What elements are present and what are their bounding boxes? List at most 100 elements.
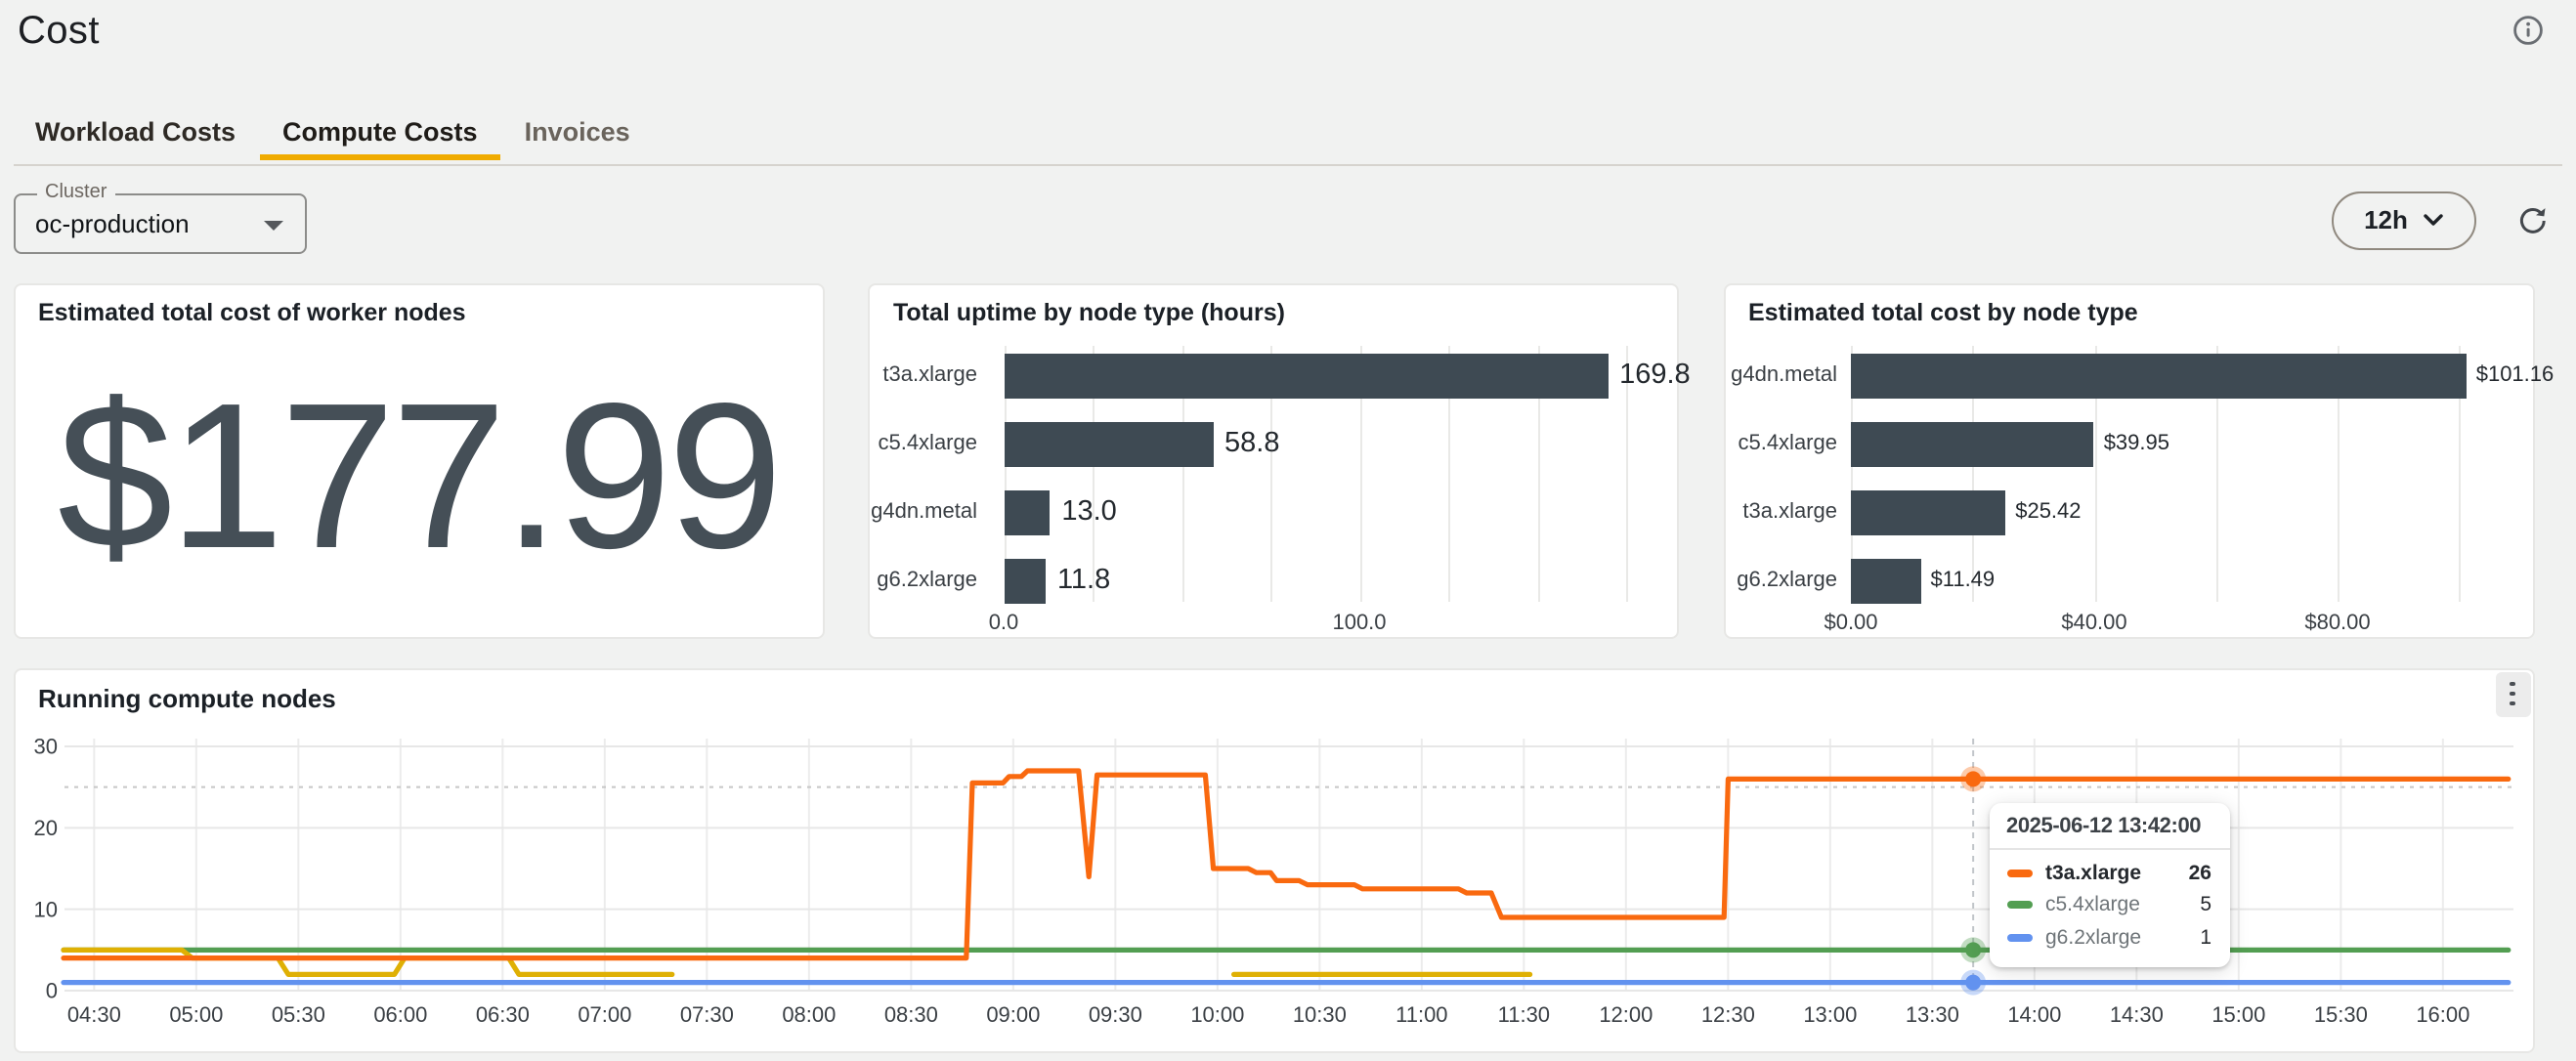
bar: [1851, 421, 2094, 466]
info-circle-icon[interactable]: [2513, 16, 2543, 45]
grid-line: [1093, 345, 1095, 601]
x-axis-tick-label: 09:30: [1088, 1001, 1141, 1026]
x-axis-tick-label: 14:30: [2109, 1001, 2163, 1026]
card-title: Estimated total cost by node type: [1748, 298, 2138, 325]
grid-line: [1972, 345, 1975, 601]
x-axis-tick-label: 14:00: [2006, 1001, 2060, 1026]
x-axis-tick-label: 13:30: [1905, 1001, 1958, 1026]
axis-tick-label: 100.0: [1332, 611, 1387, 634]
bar-value-label: $39.95: [2103, 431, 2169, 454]
bar-value-label: 11.8: [1056, 564, 1111, 595]
refresh-icon[interactable]: [2517, 205, 2549, 236]
bar: [1004, 489, 1051, 534]
bar-category-label: t3a.xlarge: [1742, 500, 1837, 524]
x-axis-tick-label: 06:00: [372, 1001, 426, 1026]
kebab-menu-icon[interactable]: [2495, 671, 2530, 716]
bar-category-label: t3a.xlarge: [882, 363, 977, 387]
grid-line: [1181, 345, 1183, 601]
tooltip-series-name: c5.4xlarge: [2045, 893, 2140, 917]
x-axis-tick-label: 15:00: [2211, 1001, 2264, 1026]
series-line-g4dn.metal: [60, 946, 674, 976]
bar-category-label: g4dn.metal: [871, 500, 977, 524]
grid-line: [2094, 345, 2096, 601]
x-axis-tick-label: 12:00: [1598, 1001, 1652, 1026]
series-swatch: [2006, 869, 2032, 877]
x-axis-tick-label: 05:00: [168, 1001, 222, 1026]
bar-value-label: $101.16: [2475, 362, 2555, 386]
grid-line: [1448, 345, 1450, 601]
tab-compute-costs[interactable]: Compute Costs: [259, 107, 501, 160]
series-swatch: [2006, 933, 2032, 942]
grid-line: [1537, 345, 1539, 601]
series-swatch: [2006, 901, 2032, 910]
tooltip-rows: t3a.xlarge 26 c5.4xlarge 5 g6.2xlarge 1: [2006, 857, 2211, 954]
grid-line: [1270, 345, 1272, 601]
x-axis-tick-label: 12:30: [1700, 1001, 1754, 1026]
bar: [1851, 489, 2006, 534]
tooltip-series-row: c5.4xlarge 5: [2006, 889, 2211, 921]
cluster-select-value: oc-production: [35, 209, 190, 238]
bar: [1851, 558, 1921, 603]
x-axis-tick-label: 13:00: [1802, 1001, 1856, 1026]
summary-cards-row: Estimated total cost of worker nodes $17…: [13, 282, 2554, 638]
cost-bar-chart: g4dn.metal $101.16 c5.4xlarge $39.95 t3a.xla…: [1725, 284, 2554, 636]
tooltip-series-value: 26: [2188, 861, 2211, 885]
x-axis-tick-label: 07:30: [679, 1001, 733, 1026]
hover-point: [1964, 941, 1981, 957]
x-axis-tick-label: 08:00: [781, 1001, 835, 1026]
card-uptime-by-node-type: Total uptime by node type (hours) t3a.xl…: [868, 282, 1691, 638]
x-axis-tick-label: 10:30: [1292, 1001, 1346, 1026]
chart-tooltip: 2025-06-12 13:42:00 t3a.xlarge 26 c5.4xlar…: [1989, 802, 2229, 967]
chevron-down-icon: [2424, 214, 2443, 226]
axis-tick-label: $80.00: [2304, 611, 2371, 634]
bar-value-label: $11.49: [1930, 568, 1996, 591]
grid-line: [2459, 345, 2462, 601]
card-title: Total uptime by node type (hours): [893, 298, 1285, 325]
select-caret-icon: [264, 221, 283, 231]
cluster-select-label: Cluster: [37, 182, 115, 205]
tooltip-series-value: 5: [2200, 893, 2211, 917]
grid-line: [1004, 345, 1006, 601]
bar: [1004, 353, 1609, 398]
grid-line: [2215, 345, 2218, 601]
y-axis-tick-label: 10: [33, 896, 57, 920]
card-running-compute-nodes: Running compute nodes 04:30 05:00 05:30 06:…: [13, 667, 2534, 1053]
bar: [1004, 421, 1214, 466]
uptime-bar-chart: t3a.xlarge 169.8 c5.4xlarge 58.8 g4dn.metal 1…: [870, 284, 1691, 636]
x-axis-tick-label: 09:00: [985, 1001, 1039, 1026]
x-axis-tick-label: 11:00: [1395, 1001, 1446, 1026]
x-axis-tick-label: 06:30: [475, 1001, 529, 1026]
bar-category-label: g6.2xlarge: [1737, 569, 1837, 592]
tooltip-series-name: t3a.xlarge: [2045, 861, 2142, 885]
time-range-dropdown[interactable]: 12h: [2332, 191, 2475, 249]
y-axis-tick-label: 20: [33, 815, 57, 839]
axis-tick-label: $0.00: [1824, 611, 1878, 634]
x-axis-tick-label: 10:00: [1189, 1001, 1243, 1026]
hover-point: [1964, 770, 1981, 786]
grid-line: [1359, 345, 1361, 601]
tab-invoices[interactable]: Invoices: [524, 117, 630, 147]
x-axis-tick-label: 07:00: [577, 1001, 630, 1026]
tooltip-divider: [1989, 847, 2229, 849]
tooltip-series-row: t3a.xlarge 26: [2006, 857, 2211, 889]
x-axis-tick-label: 11:30: [1497, 1001, 1549, 1026]
total-cost-value: $177.99: [57, 361, 783, 592]
y-axis-tick-label: 0: [45, 978, 57, 1002]
page-title: Cost: [18, 10, 100, 53]
bar: [1851, 353, 2467, 398]
card-cost-by-node-type: Estimated total cost by node type g4dn.m…: [1723, 282, 2554, 638]
x-axis-tick-label: 05:30: [271, 1001, 324, 1026]
series-line-t3a.xlarge: [60, 767, 2511, 960]
bar-category-label: g6.2xlarge: [877, 569, 977, 592]
time-range-value: 12h: [2364, 205, 2408, 234]
x-axis-tick-label: 08:30: [883, 1001, 937, 1026]
tooltip-series-value: 1: [2200, 925, 2211, 950]
card-total-cost: Estimated total cost of worker nodes $17…: [13, 282, 824, 638]
tooltip-timestamp: 2025-06-12 13:42:00: [2006, 814, 2202, 837]
bar-value-label: 58.8: [1224, 427, 1280, 458]
bar-category-label: g4dn.metal: [1731, 363, 1837, 387]
card-title: Estimated total cost of worker nodes: [38, 298, 466, 325]
cluster-select[interactable]: Cluster oc-production: [14, 182, 307, 254]
tab-workload-costs[interactable]: Workload Costs: [35, 117, 236, 147]
